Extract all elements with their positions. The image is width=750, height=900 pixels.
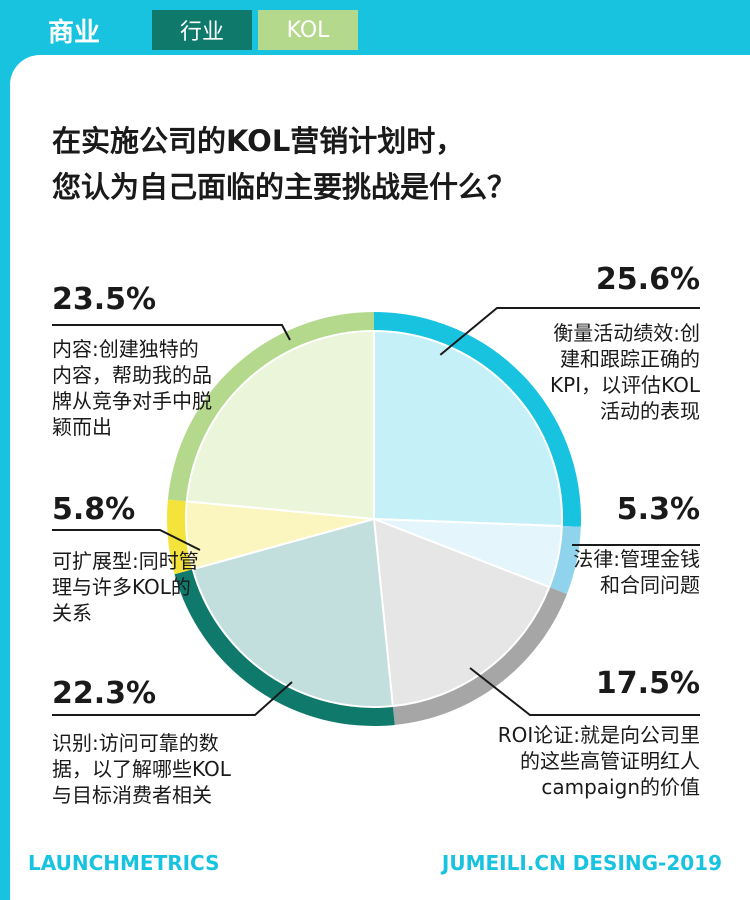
desc-content: 内容:创建独特的 内容，帮助我的品 牌从竞争对手中脱 颖而出 bbox=[52, 336, 212, 440]
desc-content-line: 内容:创建独特的 bbox=[52, 337, 199, 361]
pct-roi: 17.5% bbox=[595, 666, 700, 701]
desc-content-line: 牌从竞争对手中脱 bbox=[52, 389, 212, 413]
desc-identify: 识别:访问可靠的数 据，以了解哪些KOL 与目标消费者相关 bbox=[52, 730, 231, 808]
desc-scale: 可扩展型:同时管 理与许多KOL的 关系 bbox=[52, 548, 199, 626]
desc-kpi-line: 建和跟踪正确的 bbox=[560, 347, 700, 371]
desc-roi: ROI论证:就是向公司里 的这些高管证明红人 campaign的价值 bbox=[498, 722, 700, 800]
footer-credit: JUMEILI.CN DESING-2019 bbox=[441, 851, 722, 875]
desc-legal-line: 法律:管理金钱 bbox=[573, 547, 700, 571]
page-number: - 25 bbox=[684, 18, 728, 42]
desc-scale-line: 理与许多KOL的 bbox=[52, 575, 191, 599]
pct-kpi: 25.6% bbox=[595, 262, 700, 297]
leader-scale bbox=[52, 529, 201, 551]
desc-roi-line: campaign的价值 bbox=[541, 775, 700, 799]
desc-kpi-line: KPI，以评估KOL bbox=[550, 373, 700, 397]
pct-legal: 5.3% bbox=[616, 492, 700, 527]
desc-roi-line: 的这些高管证明红人 bbox=[520, 749, 700, 773]
pct-content: 23.5% bbox=[52, 282, 157, 317]
desc-kpi-line: 衡量活动绩效:创 bbox=[553, 321, 700, 345]
desc-scale-line: 关系 bbox=[52, 601, 92, 625]
desc-legal: 法律:管理金钱 和合同问题 bbox=[573, 546, 700, 598]
desc-content-line: 颖而出 bbox=[52, 415, 112, 439]
chart-question: 在实施公司的KOL营销计划时， 您认为自己面临的主要挑战是什么？ bbox=[52, 118, 516, 210]
section-label: 商业 bbox=[47, 17, 100, 48]
tab-kol[interactable]: KOL bbox=[258, 10, 358, 50]
pie-slice-kpi bbox=[373, 329, 563, 528]
pct-identify: 22.3% bbox=[52, 676, 157, 711]
tab-industry[interactable]: 行业 bbox=[152, 10, 252, 50]
desc-legal-line: 和合同问题 bbox=[600, 573, 700, 597]
question-line-2: 您认为自己面临的主要挑战是什么？ bbox=[52, 170, 517, 204]
pct-scale: 5.8% bbox=[52, 492, 136, 527]
desc-identify-line: 与目标消费者相关 bbox=[52, 783, 212, 807]
question-line-1: 在实施公司的KOL营销计划时， bbox=[52, 124, 465, 158]
desc-scale-line: 可扩展型:同时管 bbox=[52, 549, 199, 573]
leader-roi bbox=[469, 667, 700, 716]
leader-content bbox=[52, 324, 291, 341]
leader-kpi bbox=[439, 307, 700, 356]
footer-source: LAUNCHMETRICS bbox=[28, 851, 220, 875]
pie-slice-roi bbox=[372, 517, 551, 708]
desc-kpi-line: 活动的表现 bbox=[600, 399, 700, 423]
desc-kpi: 衡量活动绩效:创 建和跟踪正确的 KPI，以评估KOL 活动的表现 bbox=[550, 320, 700, 424]
desc-content-line: 内容，帮助我的品 bbox=[52, 363, 212, 387]
pie-slice-content bbox=[185, 329, 375, 521]
desc-identify-line: 识别:访问可靠的数 bbox=[52, 731, 219, 755]
desc-identify-line: 据，以了解哪些KOL bbox=[52, 757, 231, 781]
leader-identify bbox=[52, 681, 293, 716]
pie-slice-identify bbox=[191, 517, 394, 708]
desc-roi-line: ROI论证:就是向公司里 bbox=[497, 723, 700, 747]
